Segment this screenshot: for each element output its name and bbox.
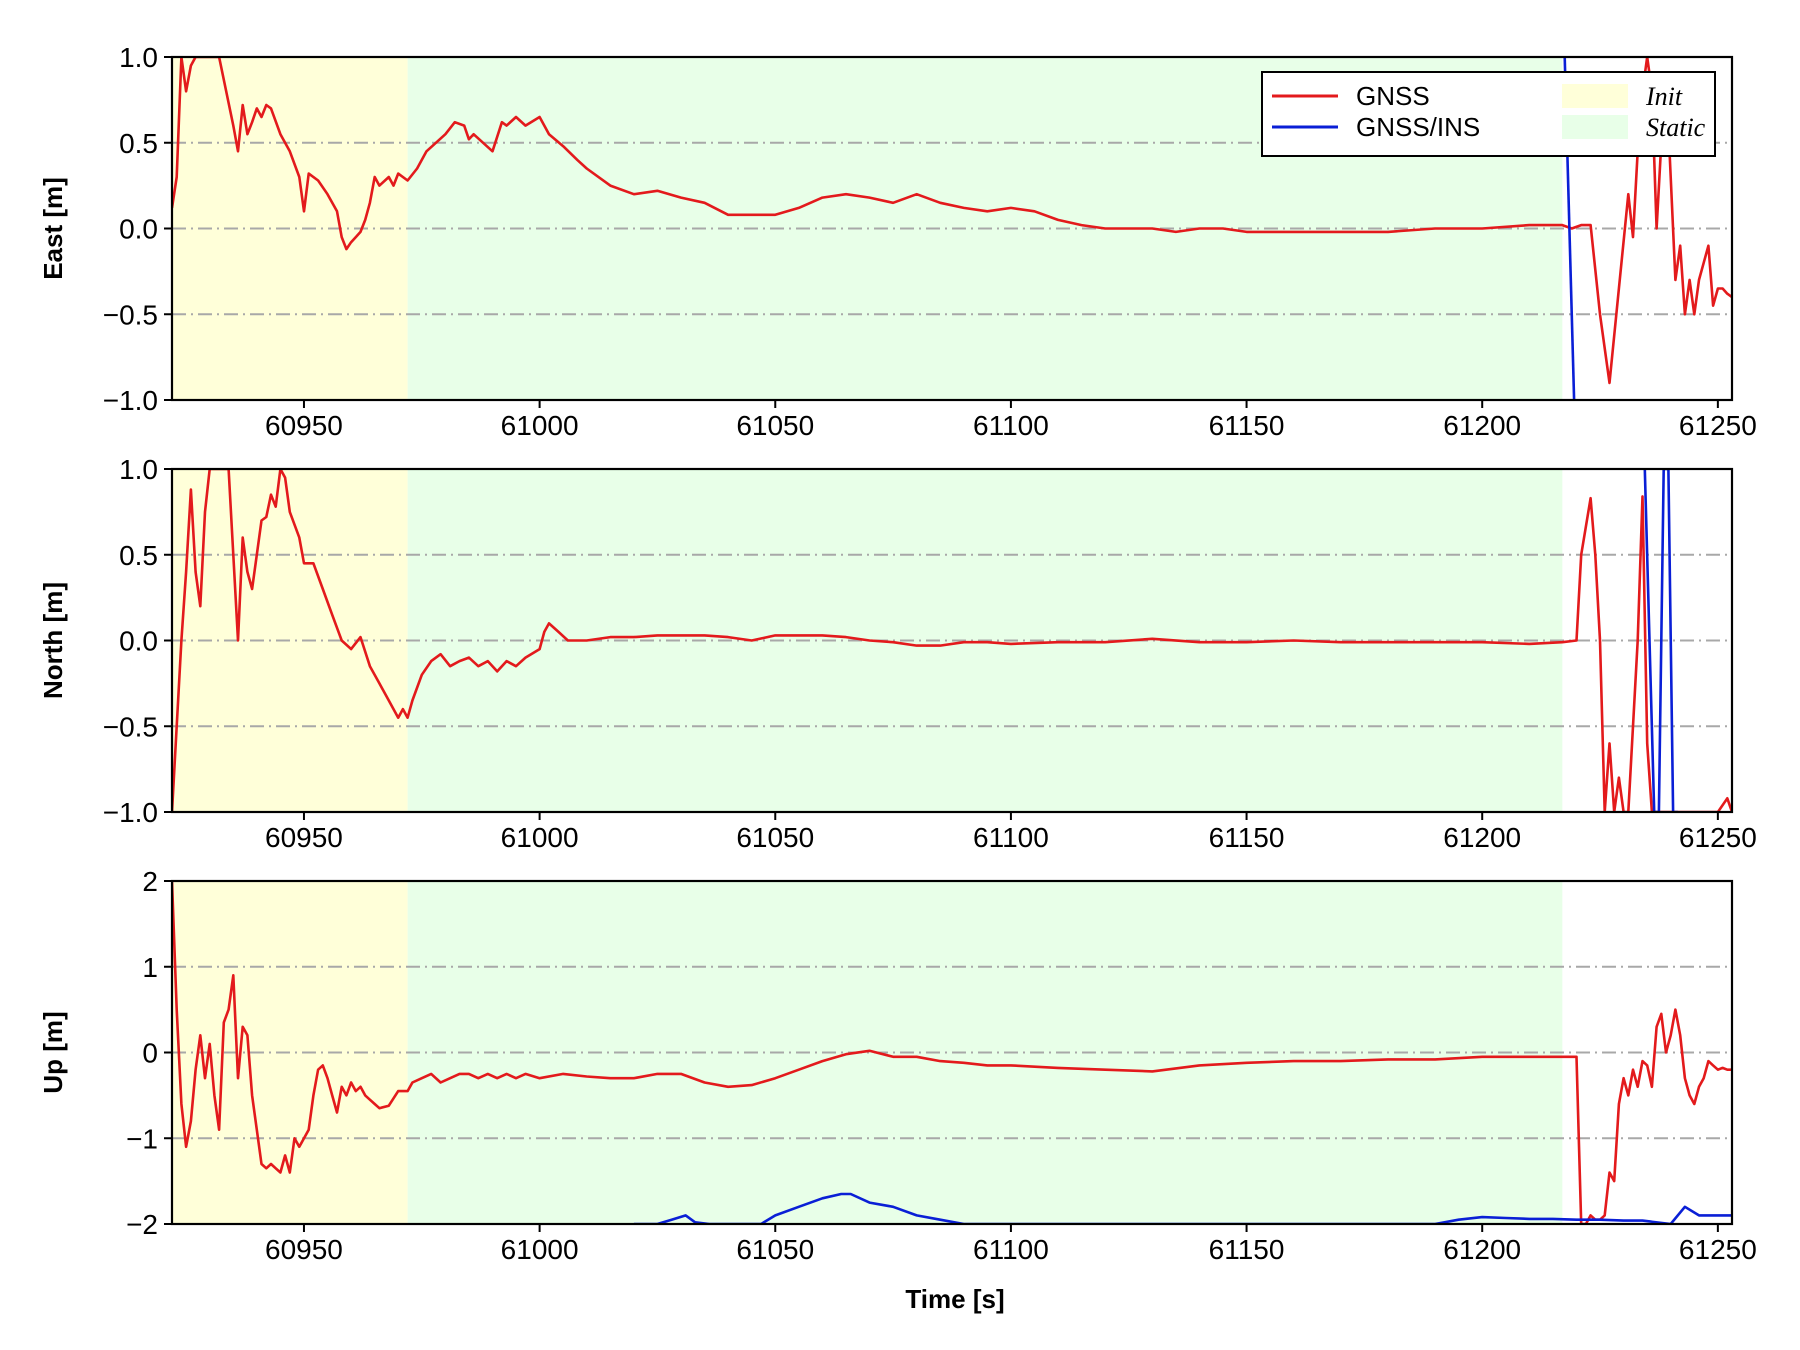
y-tick-label: −2 xyxy=(126,1209,158,1240)
x-tick-label: 61100 xyxy=(973,1234,1049,1265)
y-tick-label: 1.0 xyxy=(119,42,158,73)
x-tick-label: 61200 xyxy=(1443,1234,1521,1265)
y-tick-label: 1 xyxy=(142,952,158,983)
x-tick-label: 61100 xyxy=(973,822,1049,853)
x-tick-label: 60950 xyxy=(265,1234,343,1265)
x-tick-label: 61000 xyxy=(501,410,579,441)
y-axis-label: East [m] xyxy=(38,177,68,280)
legend-swatch xyxy=(1562,115,1628,139)
panels: −1.0 −0.5 0.0 0.5 1.0 60950 61000 61050 61100 611… xyxy=(38,42,1757,1265)
x-tick-label: 61150 xyxy=(1209,1234,1285,1265)
y-axis-label: Up [m] xyxy=(38,1011,68,1093)
panel-2: −1.0 −0.5 0.0 0.5 1.0 60950 61000 61050 61100 611… xyxy=(38,454,1757,853)
legend-label: GNSS/INS xyxy=(1356,112,1480,142)
x-tick-label: 61250 xyxy=(1679,822,1757,853)
y-tick-label: 0.0 xyxy=(119,626,158,657)
legend-label: Init xyxy=(1645,82,1683,111)
y-tick-label: 2 xyxy=(142,866,158,897)
y-tick-label: −0.5 xyxy=(103,299,158,330)
y-tick-label: 0.5 xyxy=(119,540,158,571)
series-gnss xyxy=(172,469,1732,812)
x-tick-label: 61050 xyxy=(736,822,814,853)
y-tick-label: −0.5 xyxy=(103,711,158,742)
y-axis-label: North [m] xyxy=(38,582,68,699)
x-tick-label: 61050 xyxy=(736,1234,814,1265)
y-tick-label: 1.0 xyxy=(119,454,158,485)
y-tick-label: −1.0 xyxy=(103,797,158,828)
x-tick-label: 61000 xyxy=(501,1234,579,1265)
x-tick-label: 60950 xyxy=(265,822,343,853)
y-tick-label: 0.0 xyxy=(119,214,158,245)
series-gnss xyxy=(172,57,1732,385)
legend-swatch xyxy=(1562,84,1628,108)
y-tick-label: 0.5 xyxy=(119,128,158,159)
x-tick-label: 61200 xyxy=(1443,410,1521,441)
legend-box xyxy=(1261,71,1716,157)
y-tick-label: −1 xyxy=(126,1123,158,1154)
x-tick-label: 61200 xyxy=(1443,822,1521,853)
x-tick-label: 61250 xyxy=(1679,1234,1757,1265)
panel-3: −2 −1 0 1 2 60950 61000 61050 61100 61150 61200 612… xyxy=(38,866,1757,1265)
x-tick-label: 61050 xyxy=(736,410,814,441)
x-tick-label: 61150 xyxy=(1209,822,1285,853)
legend-label: Static xyxy=(1646,113,1706,142)
x-tick-label: 61000 xyxy=(501,822,579,853)
legend-label: GNSS xyxy=(1356,81,1430,111)
series-gnss-ins xyxy=(1643,469,1678,812)
x-tick-label: 61100 xyxy=(973,410,1049,441)
x-tick-label: 61250 xyxy=(1679,410,1757,441)
y-tick-label: −1.0 xyxy=(103,385,158,416)
x-tick-label: 61150 xyxy=(1209,410,1285,441)
x-axis-label: Time [s] xyxy=(905,1284,1004,1314)
x-tick-label: 60950 xyxy=(265,410,343,441)
series-gnss xyxy=(172,881,1732,1224)
y-tick-label: 0 xyxy=(142,1038,158,1069)
series-gnss-ins xyxy=(633,1192,1732,1224)
